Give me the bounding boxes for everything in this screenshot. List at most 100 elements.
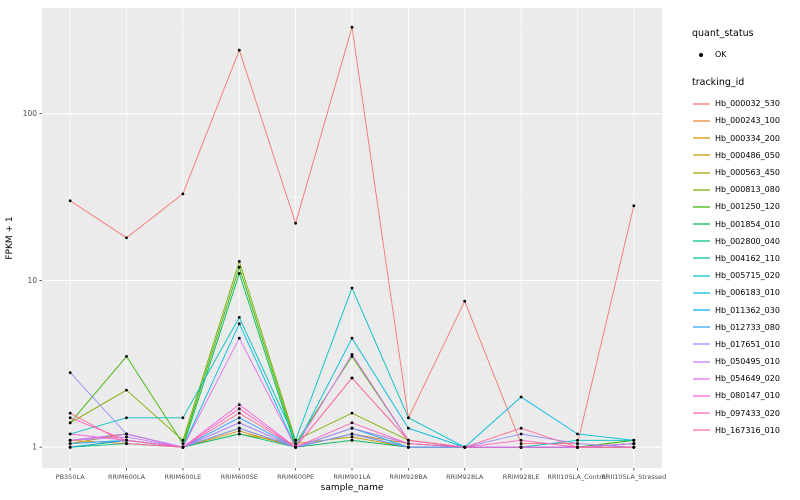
line-key-icon	[692, 115, 711, 127]
data-point	[632, 204, 636, 208]
legend-item-Hb_002800_040: Hb_002800_040	[692, 233, 798, 250]
legend-item-Hb_001250_120: Hb_001250_120	[692, 198, 798, 215]
data-point	[237, 407, 241, 411]
x-tick-label: RRIM600LA	[108, 473, 146, 481]
data-point	[125, 432, 128, 436]
legend-label: Hb_001250_120	[715, 202, 780, 212]
data-point	[350, 421, 354, 425]
line-key-icon	[692, 270, 711, 282]
legend-item-Hb_097433_020: Hb_097433_020	[692, 405, 798, 422]
data-point	[350, 426, 354, 430]
data-point	[632, 438, 636, 442]
data-point	[519, 395, 523, 399]
x-tick-label: RRIM928LE	[503, 473, 540, 481]
data-point	[237, 426, 241, 430]
data-point	[68, 421, 72, 425]
line-key-icon	[692, 424, 711, 436]
data-point	[519, 438, 523, 442]
legend-label: Hb_000243_100	[715, 116, 780, 126]
ok-point-icon	[692, 49, 711, 61]
data-point	[519, 432, 523, 436]
line-key-icon	[692, 338, 711, 350]
legend-label: Hb_012733_080	[715, 322, 780, 332]
data-point	[350, 438, 354, 442]
data-point	[632, 445, 636, 449]
line-key-icon	[692, 218, 711, 230]
data-point	[125, 388, 128, 392]
data-point	[632, 442, 636, 445]
legend-label: Hb_011362_030	[715, 305, 780, 315]
line-key-icon	[692, 304, 711, 316]
data-point	[237, 336, 241, 340]
legend-item-Hb_005715_020: Hb_005715_020	[692, 267, 798, 284]
legend-tracking-entries: Hb_000032_530 Hb_000243_100 Hb_000334_200 H…	[692, 95, 798, 439]
data-point	[407, 416, 410, 420]
data-point	[237, 411, 241, 415]
y-tick-label: 1	[32, 443, 37, 452]
data-point	[237, 403, 241, 406]
data-point	[68, 445, 72, 449]
legend-label: Hb_000334_200	[715, 133, 780, 143]
data-point	[237, 265, 241, 269]
legend-block-tracking-id: tracking_id Hb_000032_530 Hb_000243_100 Hb…	[692, 77, 798, 439]
data-point	[407, 438, 410, 442]
data-point	[181, 442, 185, 445]
y-axis-title: FPKM + 1	[5, 216, 15, 259]
line-key-icon	[692, 98, 711, 110]
legend-item-Hb_000563_450: Hb_000563_450	[692, 164, 798, 181]
data-point	[576, 442, 579, 445]
data-point	[125, 236, 128, 240]
data-point	[294, 221, 297, 225]
data-point	[181, 438, 185, 442]
data-point	[576, 438, 579, 442]
data-point	[125, 435, 128, 439]
data-point	[350, 336, 354, 340]
data-point	[576, 432, 579, 436]
data-point	[237, 260, 241, 263]
legend-item-Hb_167316_010: Hb_167316_010	[692, 422, 798, 439]
data-point	[519, 445, 523, 449]
legend-label: Hb_000486_050	[715, 150, 780, 160]
legend-item-Hb_001854_010: Hb_001854_010	[692, 216, 798, 233]
data-point	[350, 353, 354, 356]
data-point	[181, 416, 185, 420]
line-key-icon	[692, 201, 711, 213]
legend-item-Hb_004162_110: Hb_004162_110	[692, 250, 798, 267]
legend-title-quant-status: quant_status	[692, 28, 754, 39]
legend-item-Hb_000032_530: Hb_000032_530	[692, 95, 798, 112]
data-point	[576, 445, 579, 449]
legend-title-tracking-id: tracking_id	[692, 77, 745, 89]
line-key-icon	[692, 184, 711, 196]
data-point	[181, 445, 185, 449]
legend-label: Hb_002800_040	[715, 236, 780, 246]
data-point	[350, 355, 354, 358]
data-point	[350, 435, 354, 439]
line-key-icon	[692, 149, 711, 161]
legend-item-Hb_006183_010: Hb_006183_010	[692, 284, 798, 301]
legend-label: Hb_000813_080	[715, 185, 780, 195]
data-point	[294, 445, 297, 449]
legend-item-Hb_054649_020: Hb_054649_020	[692, 370, 798, 387]
legend-label-ok: OK	[715, 50, 727, 60]
legend: quant_status OK tracking_id Hb_000032_53…	[692, 28, 798, 453]
data-point	[237, 48, 241, 52]
x-tick-label: RRIM928LA	[446, 473, 484, 481]
legend-label: Hb_005715_020	[715, 271, 780, 281]
data-point	[237, 322, 241, 326]
legend-label: Hb_000563_450	[715, 168, 780, 178]
legend-label: Hb_167316_010	[715, 425, 780, 435]
x-tick-label: PB350LA	[56, 473, 86, 481]
data-point	[125, 438, 128, 442]
legend-item-Hb_012733_080: Hb_012733_080	[692, 319, 798, 336]
data-point	[294, 438, 297, 442]
legend-item-Hb_000334_200: Hb_000334_200	[692, 130, 798, 147]
legend-label: Hb_006183_010	[715, 288, 780, 298]
data-point	[68, 438, 72, 442]
data-point	[181, 192, 185, 196]
legend-item-Hb_080147_010: Hb_080147_010	[692, 387, 798, 404]
data-point	[68, 411, 72, 415]
data-point	[519, 442, 523, 445]
legend-item-Hb_000813_080: Hb_000813_080	[692, 181, 798, 198]
legend-item-Hb_017651_010: Hb_017651_010	[692, 336, 798, 353]
